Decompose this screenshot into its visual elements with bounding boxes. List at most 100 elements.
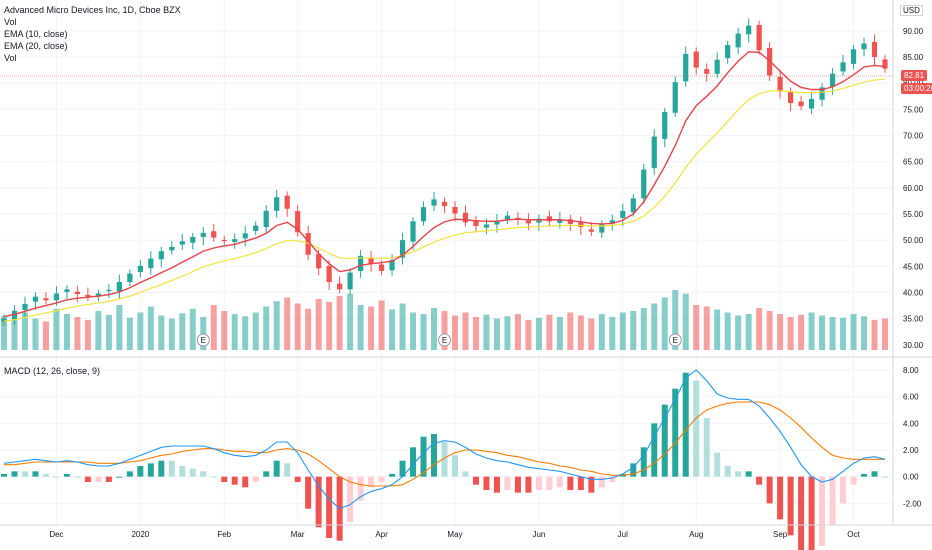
earnings-marker[interactable]: E	[668, 333, 682, 347]
volume-bar	[882, 318, 888, 350]
volume-bar	[766, 311, 773, 350]
time-tick-label: Jun	[532, 530, 545, 539]
volume-bar	[871, 320, 878, 350]
volume-bar	[368, 306, 375, 350]
candle	[861, 37, 867, 57]
price-tick-label: 55.00	[903, 210, 924, 219]
histogram-bar	[315, 476, 322, 528]
candle	[725, 40, 731, 64]
histogram-bar	[766, 476, 773, 504]
volume-bar	[651, 303, 658, 350]
volume-bar	[1, 316, 7, 350]
currency-label[interactable]: USD	[900, 5, 923, 16]
price-axis[interactable]: 30.00 35.00 40.00 45.00 50.00 55.00 60.00 65.00…	[903, 27, 924, 350]
histogram-bar	[745, 471, 752, 477]
histogram-bar	[441, 442, 448, 477]
candle	[630, 194, 636, 217]
symbol-title[interactable]: Advanced Micro Devices Inc, 1D, Cboe BZX	[4, 5, 181, 15]
volume-bar	[389, 309, 396, 350]
candle	[190, 232, 196, 250]
legend-ema10[interactable]: EMA (10, close)	[4, 29, 68, 39]
legend-ema20[interactable]: EMA (20, close)	[4, 41, 68, 51]
candle	[326, 260, 332, 291]
candle	[819, 83, 825, 107]
volume-bar	[556, 317, 563, 350]
candle	[798, 95, 804, 111]
ema10-line	[3, 51, 886, 318]
histogram-bar	[273, 460, 280, 477]
legend-vol[interactable]: Vol	[4, 17, 17, 27]
histogram-bar	[577, 476, 584, 490]
histogram-bar	[661, 404, 668, 477]
volume-bar	[431, 308, 438, 350]
volume-bar	[577, 315, 584, 350]
histogram-bar	[483, 476, 490, 490]
histogram-bar	[493, 476, 500, 493]
volume-bar	[819, 315, 826, 350]
histogram-bar	[850, 476, 857, 485]
volume-bar	[42, 321, 49, 350]
earnings-marker[interactable]: E	[196, 333, 210, 347]
candle	[284, 191, 290, 217]
volume-bar	[147, 306, 154, 350]
macd-tick-label: 4.00	[903, 419, 919, 428]
volume-bar	[11, 320, 18, 350]
histogram-bar	[431, 434, 438, 477]
volume-bar	[777, 314, 784, 350]
price-tick-label: 90.00	[903, 27, 924, 36]
macd-line	[3, 369, 886, 510]
histogram-bar	[74, 476, 81, 478]
volume-bar	[787, 317, 794, 350]
histogram-bar	[651, 423, 658, 477]
macd-tick-label: -2.00	[903, 499, 922, 508]
histogram-bar	[630, 463, 637, 477]
time-tick-label: May	[447, 530, 462, 539]
macd-legend[interactable]: MACD (12, 26, close, 9)	[4, 366, 101, 376]
candle	[64, 285, 70, 299]
candle	[714, 52, 720, 78]
candle	[651, 129, 657, 175]
earnings-marker[interactable]: E	[438, 333, 451, 347]
time-tick-label: Apr	[375, 530, 388, 539]
volume-bar	[116, 305, 123, 350]
candle	[452, 201, 458, 222]
candle	[347, 268, 353, 295]
histogram-bar	[724, 466, 731, 477]
candle	[599, 220, 605, 239]
volume-bar	[598, 314, 605, 350]
volume-bar	[630, 311, 637, 350]
histogram-bar	[32, 471, 39, 477]
histogram-bar	[777, 476, 784, 520]
volume-bar	[756, 308, 763, 350]
histogram-bar	[714, 452, 721, 477]
macd-axis[interactable]: -2.00 0.00 2.00 4.00 6.00 8.00	[903, 366, 922, 508]
legend-vol-2[interactable]: Vol	[4, 53, 17, 63]
volume-bar	[441, 311, 448, 350]
histogram-bar	[126, 471, 133, 477]
volume-bar	[609, 317, 616, 350]
candle	[399, 232, 406, 265]
price-tick-label: 85.00	[903, 53, 924, 62]
candle	[169, 241, 175, 255]
histogram-bar	[347, 476, 354, 522]
histogram-bar	[808, 476, 815, 550]
volume-bar	[21, 312, 28, 350]
candle	[253, 221, 259, 236]
volume-bar	[399, 303, 406, 350]
time-tick-label: Jul	[618, 530, 628, 539]
histogram-bar	[682, 372, 689, 477]
candle	[410, 217, 416, 250]
histogram-bar	[242, 476, 249, 488]
histogram-bar	[252, 476, 259, 482]
candle	[106, 284, 112, 298]
price-tick-label: 75.00	[903, 105, 924, 114]
histogram-bar	[231, 476, 238, 485]
candles	[1, 18, 888, 326]
candle	[158, 246, 164, 268]
volume-bar	[53, 308, 60, 350]
volume-bar	[263, 306, 270, 350]
histogram-bar	[357, 476, 364, 501]
time-axis[interactable]: Dec 2020 Feb Mar Apr May Jun Jul Aug Sep Oct	[49, 530, 860, 539]
histogram-bar	[871, 471, 878, 477]
